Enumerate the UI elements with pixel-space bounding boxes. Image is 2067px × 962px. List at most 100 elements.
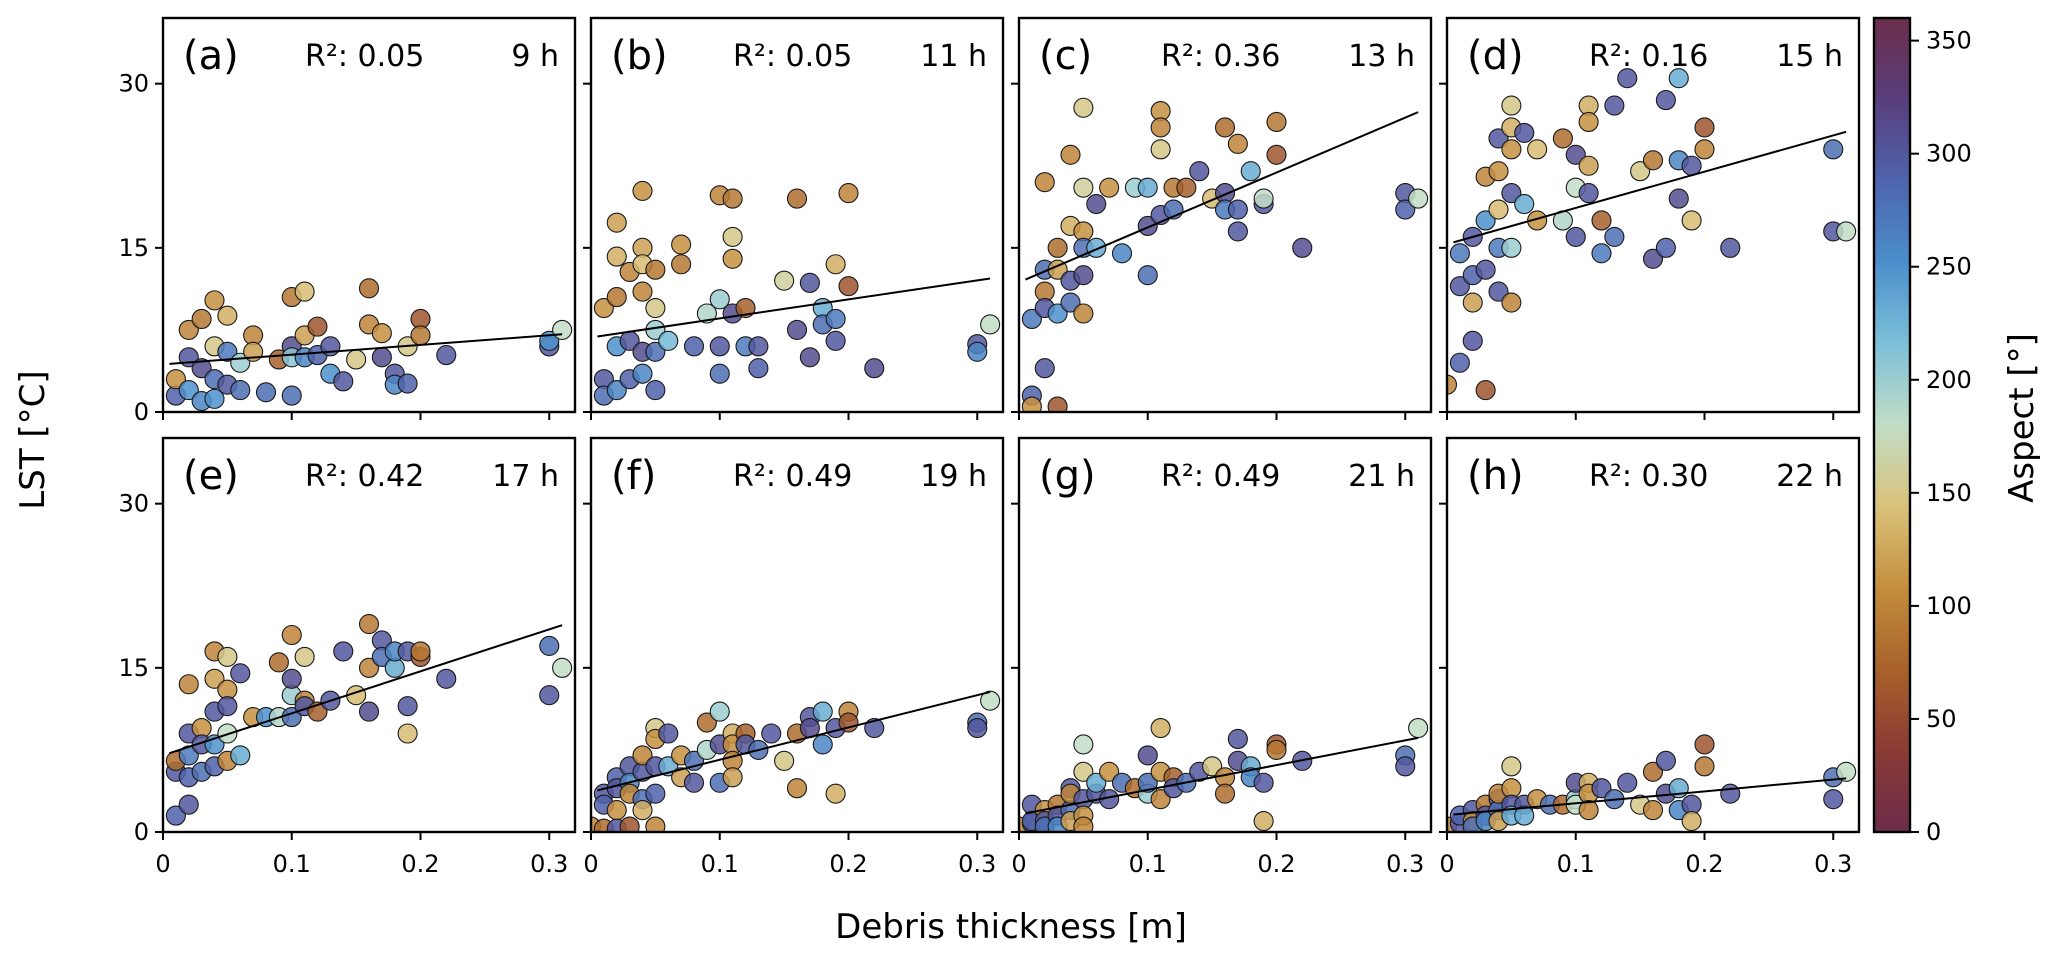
data-point: [1150, 789, 1171, 810]
data-point: [1227, 221, 1248, 242]
data-point: [632, 800, 653, 821]
data-point: [1836, 221, 1857, 242]
hour-label: 21 h: [1348, 459, 1415, 494]
data-point: [371, 347, 392, 368]
data-point: [1047, 237, 1068, 258]
points: [591, 690, 1001, 832]
panel-e: 0 15 30 0 0.1 0.2 0.3 (e) R²: 0.42 17 h: [118, 436, 577, 878]
data-point: [191, 308, 212, 330]
x-tick-label: 0: [1439, 850, 1454, 878]
data-point: [825, 783, 846, 804]
data-point: [786, 188, 808, 209]
data-point: [1034, 358, 1055, 379]
hour-label: 11 h: [920, 39, 987, 74]
panel-label: (b): [611, 33, 668, 79]
data-point: [1501, 95, 1522, 116]
data-point: [358, 278, 380, 299]
data-point: [217, 341, 238, 362]
data-point: [1488, 281, 1509, 302]
data-point: [1073, 97, 1094, 118]
y-tick-label: 15: [118, 654, 149, 682]
data-point: [1668, 68, 1689, 89]
data-point: [1617, 772, 1638, 793]
data-point: [1073, 265, 1094, 286]
data-point: [1266, 144, 1287, 165]
data-point: [645, 816, 666, 832]
data-point: [1449, 276, 1470, 297]
data-point: [1086, 194, 1107, 215]
data-point: [1266, 739, 1287, 760]
data-point: [1501, 183, 1522, 204]
points: [1447, 734, 1857, 832]
r-squared-label: R²: 0.42: [305, 459, 424, 494]
data-point: [1823, 789, 1844, 810]
x-tick-label: 0.1: [1557, 850, 1595, 878]
data-point: [1488, 161, 1509, 182]
data-point: [281, 668, 302, 689]
y-tick-label: 30: [118, 490, 149, 518]
data-point: [748, 336, 769, 357]
data-point: [606, 212, 627, 233]
data-point: [1253, 772, 1274, 793]
data-point: [1176, 177, 1197, 198]
panel-frame: [161, 16, 577, 414]
colorbar-tick-label: 150: [1926, 479, 1972, 507]
data-point: [1604, 95, 1625, 116]
data-point: [1501, 292, 1522, 313]
data-point: [645, 380, 666, 401]
data-point: [165, 369, 186, 390]
hour-label: 19 h: [920, 459, 987, 494]
panel-a: 0 15 30 (a) R²: 0.05 9 h: [118, 16, 577, 426]
data-point: [722, 188, 743, 209]
panel-d: (d) R²: 0.16 15 h: [1439, 16, 1861, 420]
data-point: [980, 690, 1001, 711]
data-point: [748, 358, 769, 379]
r-squared-label: R²: 0.49: [1161, 459, 1280, 494]
data-point: [358, 657, 380, 678]
data-point: [1823, 139, 1844, 160]
data-point: [1501, 756, 1522, 777]
data-point: [1642, 761, 1664, 782]
data-point: [1137, 265, 1158, 286]
panel-b: (b) R²: 0.05 11 h: [583, 16, 1005, 420]
data-point: [1214, 117, 1236, 138]
data-point: [632, 363, 653, 384]
panel-label: (d): [1467, 33, 1524, 79]
data-point: [178, 794, 199, 815]
data-point: [1111, 243, 1133, 264]
data-point: [1694, 734, 1715, 755]
r-squared-label: R²: 0.05: [733, 39, 852, 74]
data-point: [696, 712, 717, 733]
data-point: [1047, 396, 1068, 412]
data-point: [1501, 139, 1522, 160]
data-point: [1488, 199, 1509, 220]
data-point: [217, 696, 238, 717]
data-point: [735, 297, 756, 319]
data-point: [606, 246, 627, 267]
data-point: [204, 388, 225, 409]
data-point: [864, 717, 885, 739]
panel-frame: [589, 16, 1005, 414]
data-point: [358, 701, 380, 722]
points: [593, 180, 1001, 406]
data-point: [1202, 756, 1223, 777]
r-squared-label: R²: 0.16: [1589, 39, 1708, 74]
panel-frame: [161, 436, 577, 834]
panel-label: (f): [611, 453, 656, 499]
data-point: [825, 254, 846, 275]
panel-frame: [1017, 436, 1433, 834]
x-tick-label: 0.1: [1129, 850, 1167, 878]
x-axis-label: Debris thickness [m]: [835, 907, 1187, 947]
data-point: [967, 717, 988, 739]
panel-label: (e): [183, 453, 239, 499]
data-point: [1591, 243, 1612, 264]
data-point: [436, 668, 457, 689]
data-point: [722, 226, 743, 247]
data-point: [165, 805, 186, 826]
data-point: [1150, 717, 1171, 739]
regression-line: [169, 333, 563, 365]
data-point: [1462, 292, 1483, 313]
data-point: [1086, 237, 1107, 258]
data-point: [1214, 783, 1236, 804]
data-point: [709, 701, 730, 722]
